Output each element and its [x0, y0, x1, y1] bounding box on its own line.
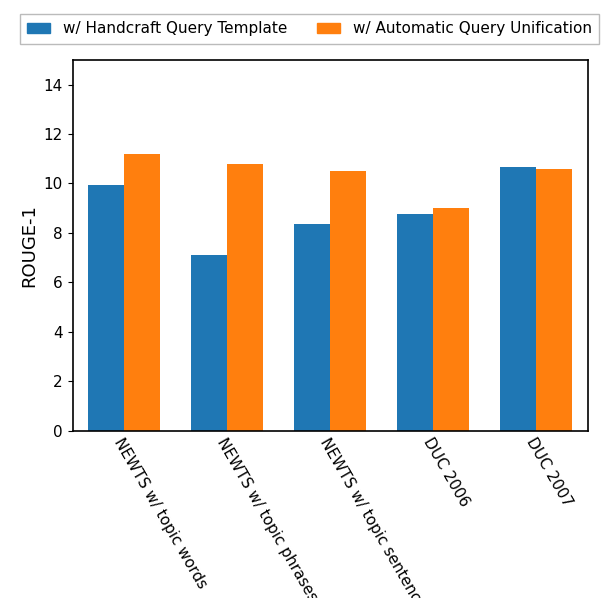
Bar [227, 164, 263, 431]
Bar [500, 167, 536, 431]
Bar [536, 169, 572, 431]
Legend: w/ Handcraft Query Template, w/ Automatic Query Unification: w/ Handcraft Query Template, w/ Automati… [20, 14, 599, 44]
Bar [398, 214, 433, 431]
Y-axis label: ROUGE-1: ROUGE-1 [20, 204, 38, 286]
Bar [330, 171, 366, 431]
Bar [294, 224, 330, 431]
Bar [124, 154, 160, 431]
Bar [88, 185, 124, 431]
Bar [191, 255, 227, 431]
Bar [433, 208, 469, 431]
